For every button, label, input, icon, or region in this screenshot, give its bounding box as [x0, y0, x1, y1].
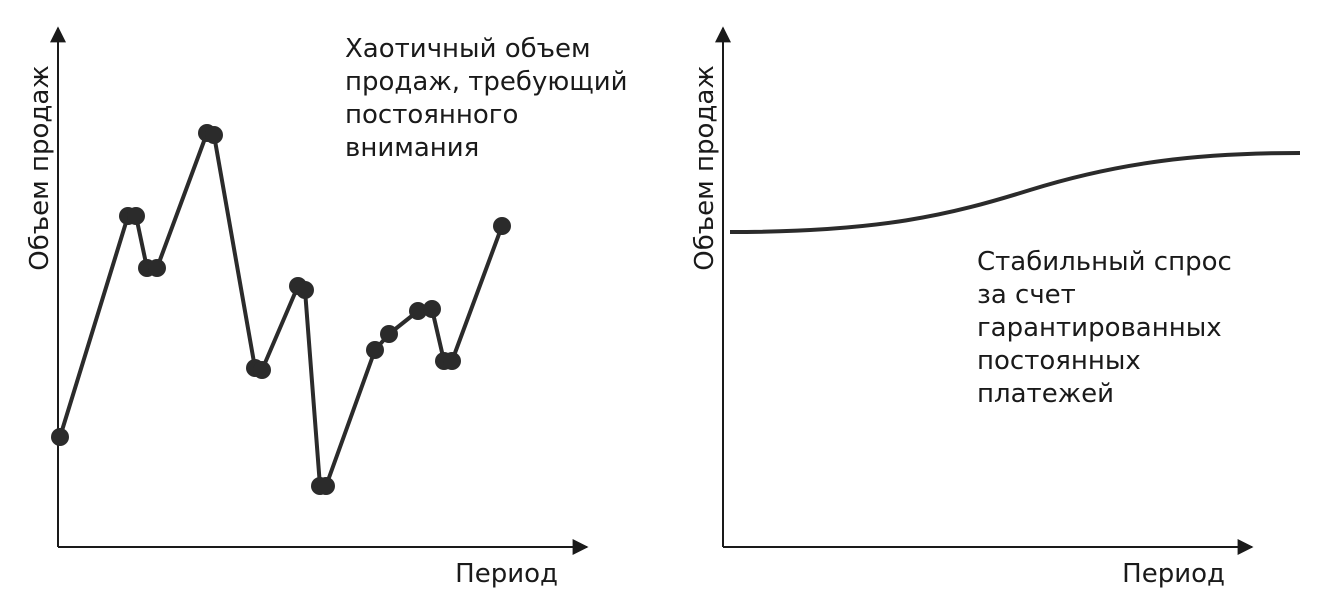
left-panel: Объем продаж Период Хаотичный объем прод… — [25, 26, 628, 589]
y-axis-label: Объем продаж — [690, 65, 720, 271]
annotation-line: Стабильный спрос — [977, 247, 1232, 277]
annotation-line: постоянных — [977, 346, 1141, 376]
right-panel: Объем продаж Период Стабильный спрос за … — [690, 26, 1301, 589]
annotation-line: внимания — [345, 133, 479, 163]
points — [51, 124, 511, 495]
annotation-line: постоянного — [345, 100, 518, 130]
annotation-line: за счет — [977, 280, 1076, 310]
annotation-line: гарантированных — [977, 313, 1222, 343]
y-axis-label: Объем продаж — [25, 65, 55, 271]
annotation-line: продаж, требующий — [345, 67, 628, 97]
annotation-line: Хаотичный объем — [345, 34, 591, 64]
annotation-line: платежей — [977, 379, 1114, 409]
x-axis-label: Период — [1122, 559, 1225, 589]
x-axis-label: Период — [455, 559, 558, 589]
sales-curve — [729, 151, 1301, 234]
